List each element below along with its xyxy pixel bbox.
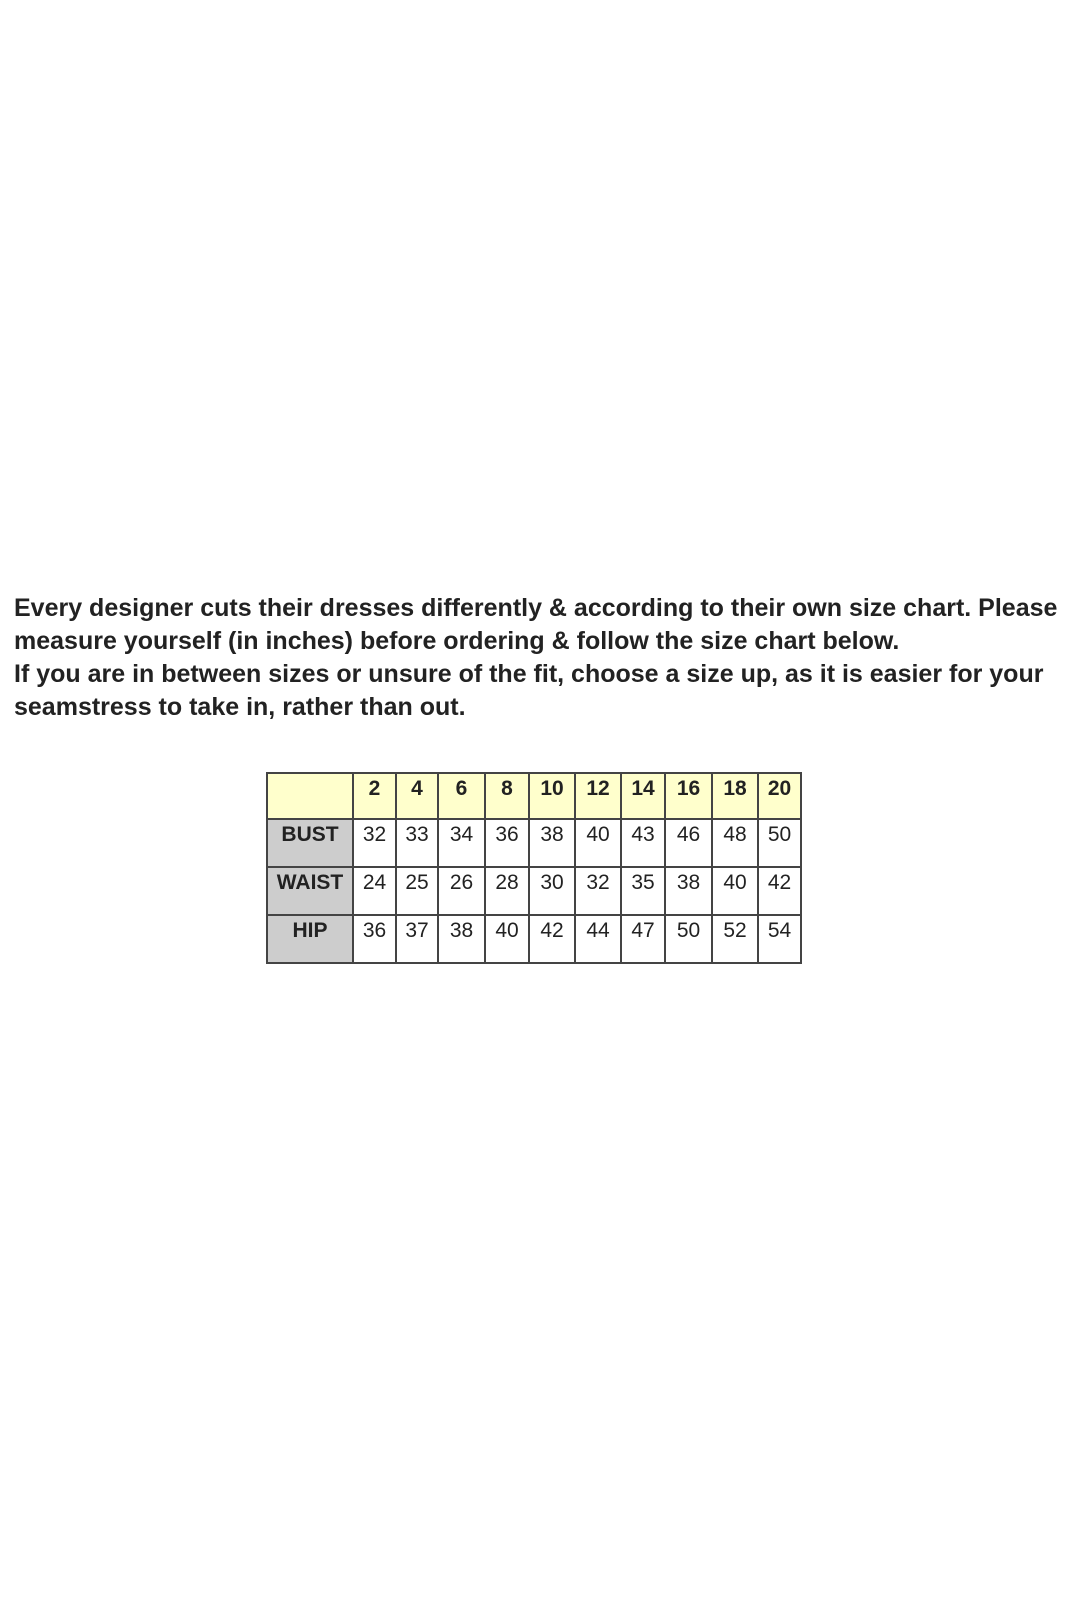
measurement-cell: 24	[352, 866, 397, 916]
corner-cell	[266, 772, 354, 820]
measurement-cell: 32	[574, 866, 622, 916]
measurement-cell: 50	[664, 914, 713, 964]
measurement-cell: 44	[574, 914, 622, 964]
measurement-cell: 38	[528, 818, 576, 868]
measurement-cell: 52	[711, 914, 759, 964]
size-header-cell: 10	[528, 772, 576, 820]
measurement-cell: 48	[711, 818, 759, 868]
measurement-cell: 37	[395, 914, 439, 964]
measurement-cell: 38	[664, 866, 713, 916]
size-header-cell: 8	[484, 772, 530, 820]
measurement-cell: 40	[484, 914, 530, 964]
size-chart-table: 2 4 6 8 10 12 14 16 18 20 BUST 32 33 34 36 38 40 43 46 48 50…	[266, 772, 802, 964]
size-header-row: 2 4 6 8 10 12 14 16 18 20	[266, 772, 802, 820]
table-row: WAIST 24 25 26 28 30 32 35 38 40 42	[266, 866, 802, 916]
table-row: HIP 36 37 38 40 42 44 47 50 52 54	[266, 914, 802, 964]
size-header-cell: 12	[574, 772, 622, 820]
measurement-cell: 33	[395, 818, 439, 868]
measurement-cell: 30	[528, 866, 576, 916]
measurement-cell: 28	[484, 866, 530, 916]
measurement-cell: 38	[437, 914, 486, 964]
intro-paragraph-1: Every designer cuts their dresses differ…	[14, 594, 1058, 655]
measurement-label: WAIST	[266, 866, 354, 916]
size-header-cell: 4	[395, 772, 439, 820]
size-header-cell: 6	[437, 772, 486, 820]
measurement-cell: 36	[484, 818, 530, 868]
measurement-cell: 54	[757, 914, 802, 964]
measurement-cell: 32	[352, 818, 397, 868]
intro-paragraph-2: If you are in between sizes or unsure of…	[14, 660, 1044, 721]
measurement-cell: 40	[711, 866, 759, 916]
measurement-cell: 25	[395, 866, 439, 916]
size-guide-intro: Every designer cuts their dresses differ…	[14, 592, 1074, 724]
size-header-cell: 16	[664, 772, 713, 820]
measurement-cell: 47	[620, 914, 666, 964]
measurement-cell: 34	[437, 818, 486, 868]
size-header-cell: 14	[620, 772, 666, 820]
measurement-cell: 50	[757, 818, 802, 868]
measurement-cell: 46	[664, 818, 713, 868]
size-header-cell: 18	[711, 772, 759, 820]
measurement-cell: 40	[574, 818, 622, 868]
table-row: BUST 32 33 34 36 38 40 43 46 48 50	[266, 818, 802, 868]
measurement-cell: 36	[352, 914, 397, 964]
measurement-cell: 35	[620, 866, 666, 916]
size-header-cell: 20	[757, 772, 802, 820]
measurement-cell: 26	[437, 866, 486, 916]
measurement-cell: 43	[620, 818, 666, 868]
measurement-cell: 42	[757, 866, 802, 916]
measurement-label: HIP	[266, 914, 354, 964]
measurement-cell: 42	[528, 914, 576, 964]
size-header-cell: 2	[352, 772, 397, 820]
measurement-label: BUST	[266, 818, 354, 868]
